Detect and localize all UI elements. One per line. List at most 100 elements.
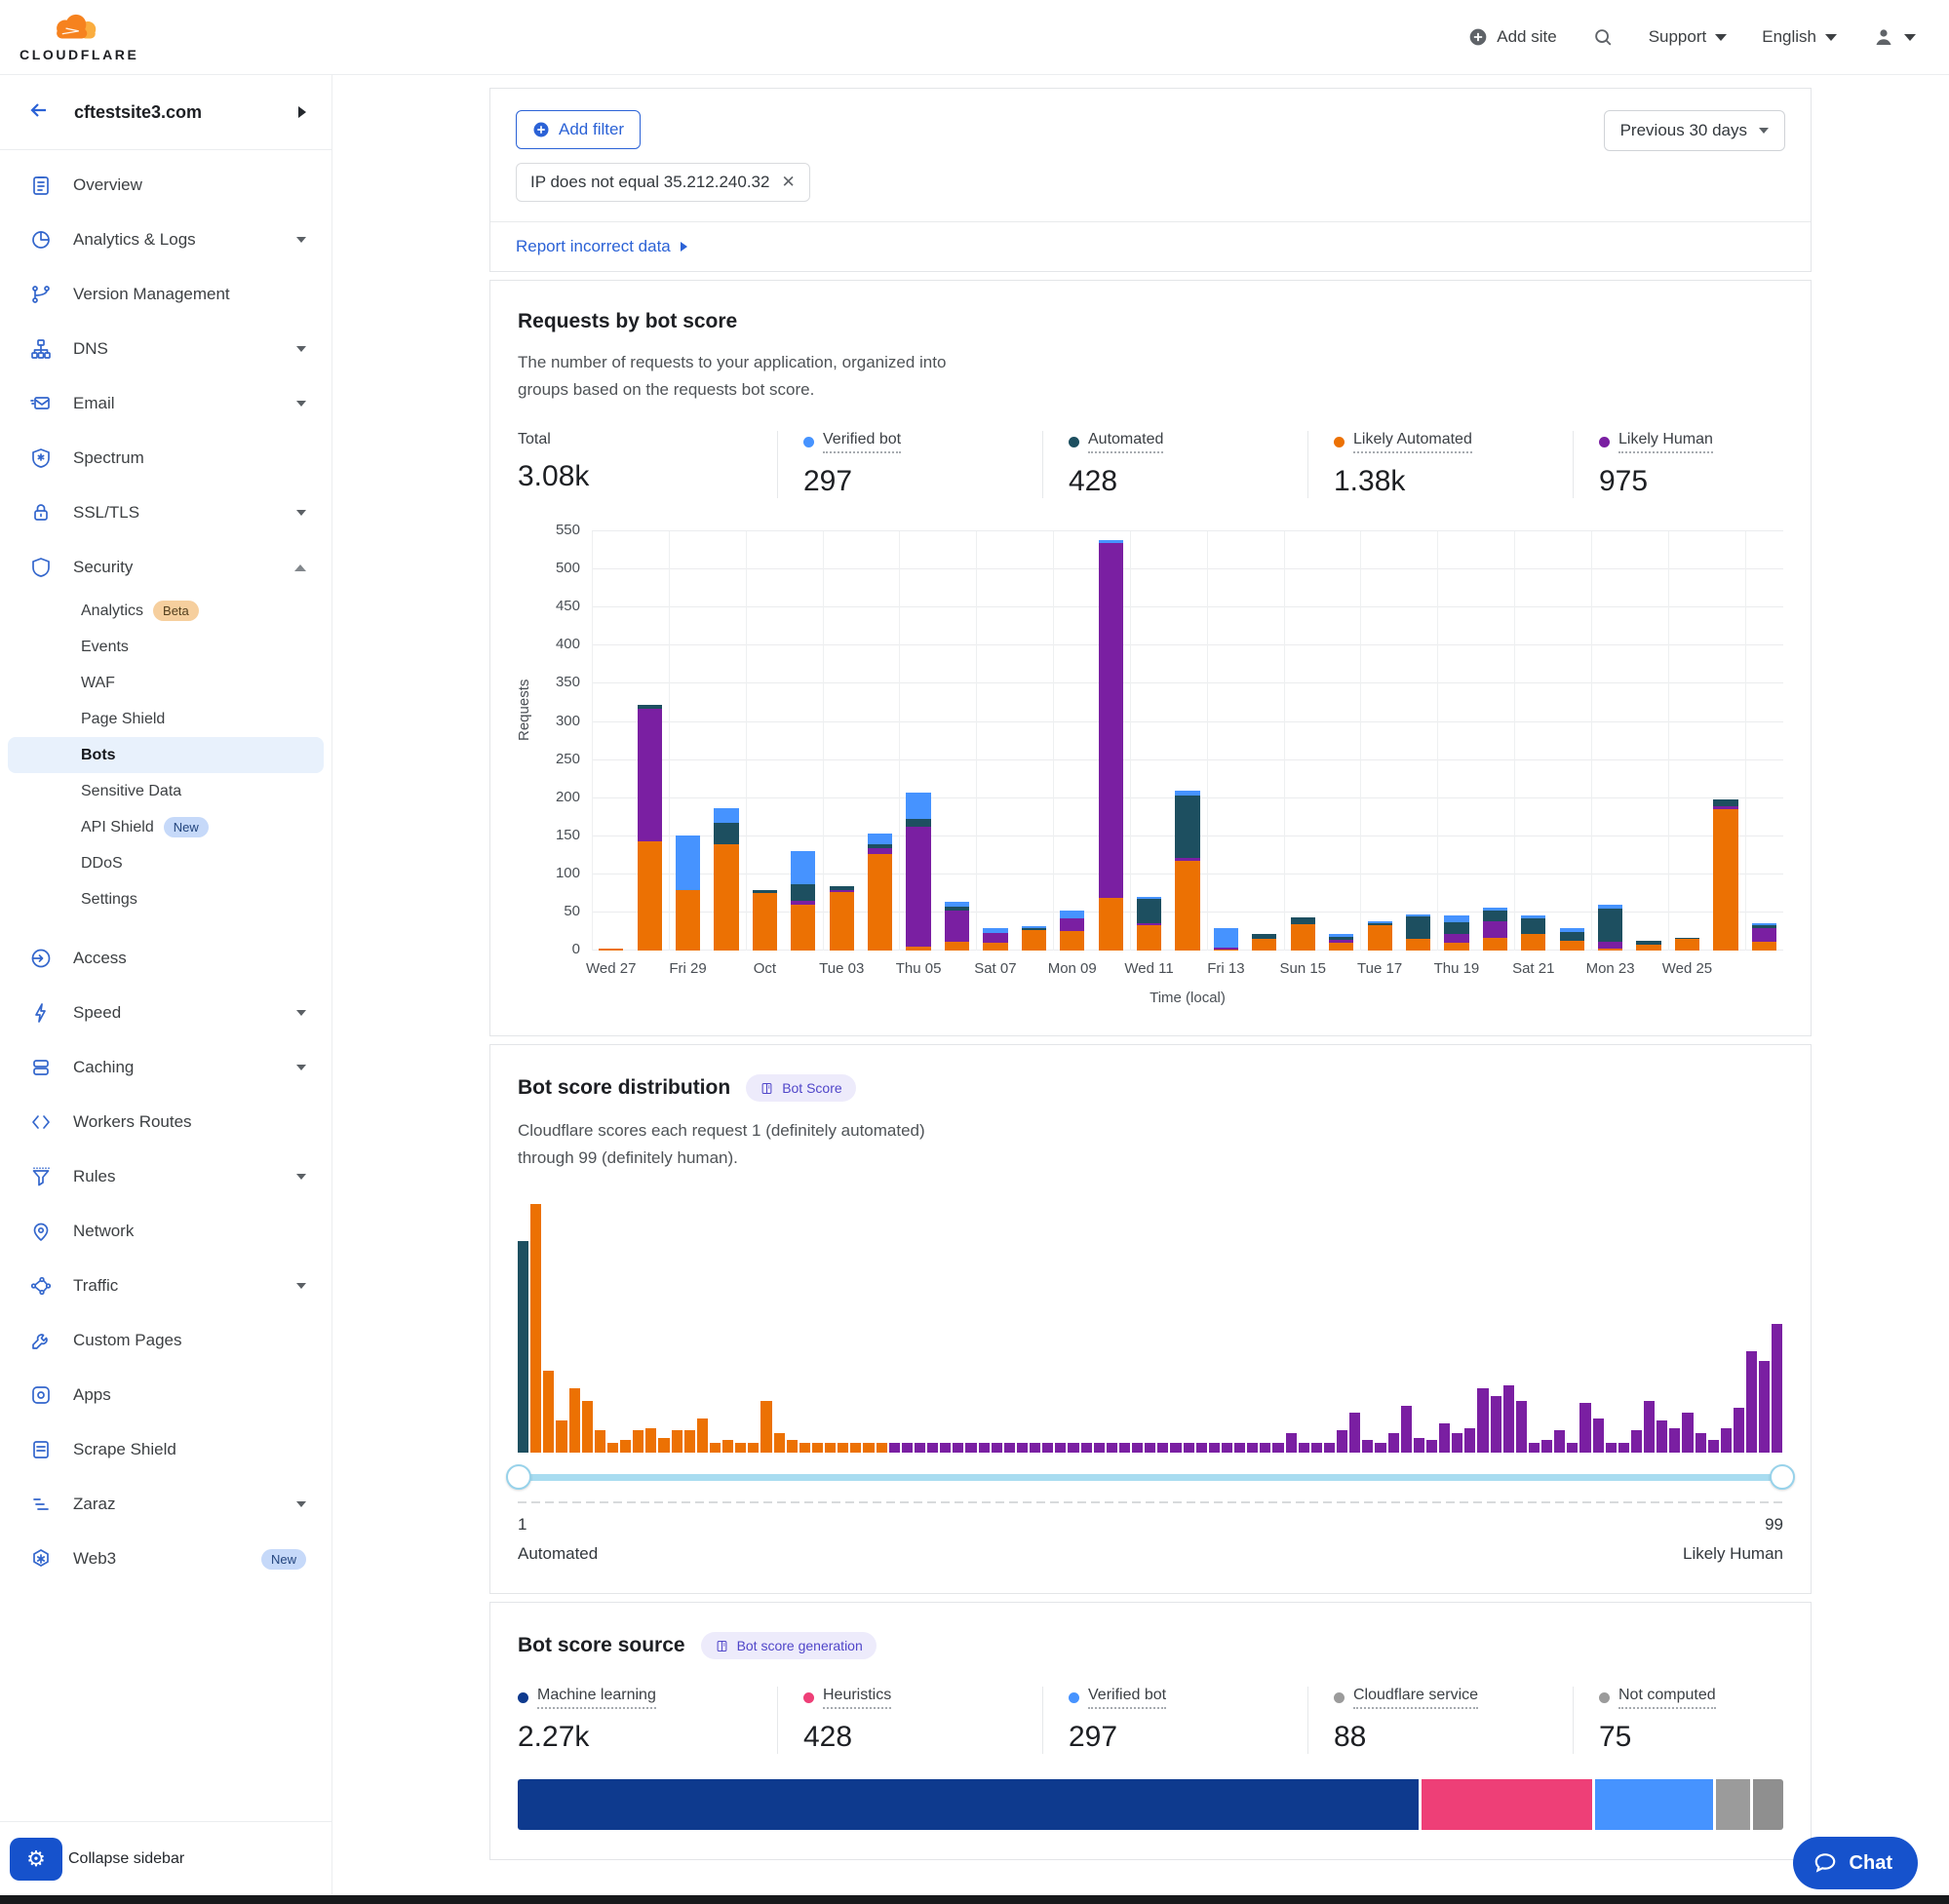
chevron-down-icon	[296, 1174, 306, 1180]
histogram-bar-score-19	[748, 1443, 760, 1454]
collapse-sidebar-button[interactable]: Collapse sidebar	[68, 1849, 185, 1867]
sidebar-item-scrape-shield[interactable]: Scrape Shield	[0, 1422, 331, 1477]
histogram-bar-score-34	[940, 1443, 952, 1454]
sidebar-item-analytics-logs[interactable]: Analytics & Logs	[0, 213, 331, 267]
stacked-bar	[1290, 916, 1315, 952]
bar-segment-likely-automated	[714, 843, 739, 952]
sidebar-nav: Overview Analytics & Logs Version Manageme…	[0, 150, 331, 1586]
bar-segment-verified-bot	[1175, 790, 1200, 797]
slider-handle-max[interactable]	[1770, 1464, 1795, 1491]
sidebar-item-traffic[interactable]: Traffic	[0, 1259, 331, 1313]
bar-segment-verified-bot	[1559, 928, 1584, 932]
stacked-bar	[1713, 799, 1738, 952]
sidebar-item-ssl-tls[interactable]: SSL/TLS	[0, 486, 331, 540]
sidebar-subitem-page-shield[interactable]: Page Shield	[81, 710, 166, 727]
sidebar-item-email[interactable]: Email	[0, 376, 331, 431]
bot-score-pill[interactable]: Bot Score	[746, 1074, 856, 1103]
chevron-down-icon	[296, 1065, 306, 1070]
sidebar-item-version-management[interactable]: Version Management	[0, 267, 331, 322]
support-menu[interactable]: Support	[1649, 27, 1728, 47]
chat-button[interactable]: Chat	[1792, 1837, 1918, 1889]
bar-segment-verified-bot	[714, 807, 739, 823]
sidebar-item-zaraz[interactable]: Zaraz	[0, 1477, 331, 1532]
histogram-bar-score-48	[1118, 1443, 1130, 1454]
histogram-bar-score-80	[1528, 1443, 1540, 1454]
sidebar-subitem-ddos[interactable]: DDoS	[81, 854, 123, 872]
y-tick-label: 0	[571, 941, 580, 958]
bot-score-generation-pill[interactable]: Bot score generation	[700, 1632, 877, 1660]
stacked-bar	[714, 807, 739, 952]
sidebar-item-caching[interactable]: Caching	[0, 1040, 331, 1095]
sidebar-item-overview[interactable]: Overview	[0, 158, 331, 213]
stat-label: Likely Human	[1618, 431, 1713, 454]
bar-segment-likely-automated	[1713, 809, 1738, 952]
stacked-bar	[752, 890, 777, 952]
histogram-bar-score-85	[1592, 1418, 1604, 1454]
stat-cloudflare-service: Cloudflare service 88	[1307, 1687, 1573, 1755]
sidebar-item-rules[interactable]: Rules	[0, 1149, 331, 1204]
language-menu[interactable]: English	[1762, 27, 1837, 47]
ssl-tls-icon	[29, 501, 53, 525]
histogram-bar-score-68	[1375, 1443, 1386, 1454]
sidebar-subitem-bots[interactable]: Bots	[8, 737, 324, 773]
sidebar-item-apps[interactable]: Apps	[0, 1368, 331, 1422]
section-description: Cloudflare scores each request 1 (defini…	[518, 1121, 925, 1168]
y-tick-label: 500	[555, 560, 580, 577]
sidebar-item-label: Analytics & Logs	[73, 230, 196, 249]
report-incorrect-data-link[interactable]: Report incorrect data	[516, 237, 671, 255]
dns-icon	[29, 337, 53, 361]
bar-segment-likely-human	[1482, 921, 1508, 938]
site-switcher-caret-icon[interactable]	[298, 106, 306, 118]
sidebar-subitem-analytics[interactable]: Analytics Beta	[8, 593, 324, 629]
histogram-bar-score-55	[1208, 1443, 1220, 1454]
sidebar-item-spectrum[interactable]: Spectrum	[0, 431, 331, 486]
source-stacked-bar	[518, 1779, 1783, 1831]
sidebar-subitem-settings[interactable]: Settings	[81, 890, 137, 908]
sidebar-item-label: Custom Pages	[73, 1331, 182, 1349]
account-menu[interactable]	[1872, 25, 1916, 49]
date-range-selector[interactable]: Previous 30 days	[1603, 110, 1785, 151]
sidebar-item-access[interactable]: Access	[0, 931, 331, 986]
histogram-bar-score-33	[927, 1443, 939, 1454]
bar-segment-automated	[1598, 909, 1623, 942]
search-button[interactable]	[1592, 26, 1614, 48]
x-tick-label: Tue 17	[1357, 960, 1403, 978]
back-arrow-icon[interactable]	[27, 98, 51, 127]
sidebar-subitem-api-shield[interactable]: API Shield New	[8, 809, 324, 845]
sidebar-item-custom-pages[interactable]: Custom Pages	[0, 1313, 331, 1368]
sidebar-item-workers-routes[interactable]: Workers Routes	[0, 1095, 331, 1149]
y-tick-label: 250	[555, 750, 580, 767]
sidebar-subitem-events[interactable]: Events	[81, 638, 129, 655]
slider-track[interactable]	[518, 1474, 1783, 1482]
histogram-bar-score-7	[594, 1430, 605, 1454]
x-tick-label: Mon 09	[1047, 960, 1097, 978]
remove-filter-icon[interactable]: ✕	[781, 173, 796, 191]
sidebar-subitem-waf[interactable]: WAF	[81, 674, 115, 691]
site-name[interactable]: cftestsite3.com	[74, 101, 203, 122]
filter-chip[interactable]: IP does not equal 35.212.240.32 ✕	[516, 163, 810, 202]
histogram-bar-score-91	[1669, 1427, 1681, 1454]
add-filter-button[interactable]: Add filter	[516, 110, 642, 149]
sidebar-item-label: Web3	[73, 1549, 117, 1568]
bar-segment-likely-automated	[1444, 943, 1469, 952]
sidebar-item-label: Email	[73, 394, 115, 412]
bar-segment-automated	[1367, 922, 1392, 926]
bar-segment-verified-bot	[1405, 914, 1431, 916]
bar-segment-verified-bot	[791, 850, 816, 885]
sidebar-item-dns[interactable]: DNS	[0, 322, 331, 376]
slider-handle-min[interactable]	[506, 1464, 531, 1491]
bar-segment-likely-human	[983, 933, 1008, 943]
sidebar-subitem-sensitive-data[interactable]: Sensitive Data	[81, 782, 182, 799]
sidebar-item-speed[interactable]: Speed	[0, 986, 331, 1040]
histogram-bar-score-72	[1425, 1440, 1437, 1454]
sidebar-item-network[interactable]: Network	[0, 1204, 331, 1259]
chevron-up-icon	[294, 563, 306, 571]
cloudflare-logo[interactable]: CLOUDFLARE	[19, 13, 138, 62]
sidebar-item-security[interactable]: Security	[0, 540, 331, 595]
stat-label: Verified bot	[823, 431, 902, 454]
settings-gear-button[interactable]: ⚙	[10, 1837, 62, 1881]
bar-segment-automated	[714, 822, 739, 844]
sidebar-item-web3[interactable]: Web3 New	[0, 1532, 331, 1586]
legend-dot	[1599, 437, 1610, 448]
add-site-button[interactable]: Add site	[1468, 27, 1557, 47]
